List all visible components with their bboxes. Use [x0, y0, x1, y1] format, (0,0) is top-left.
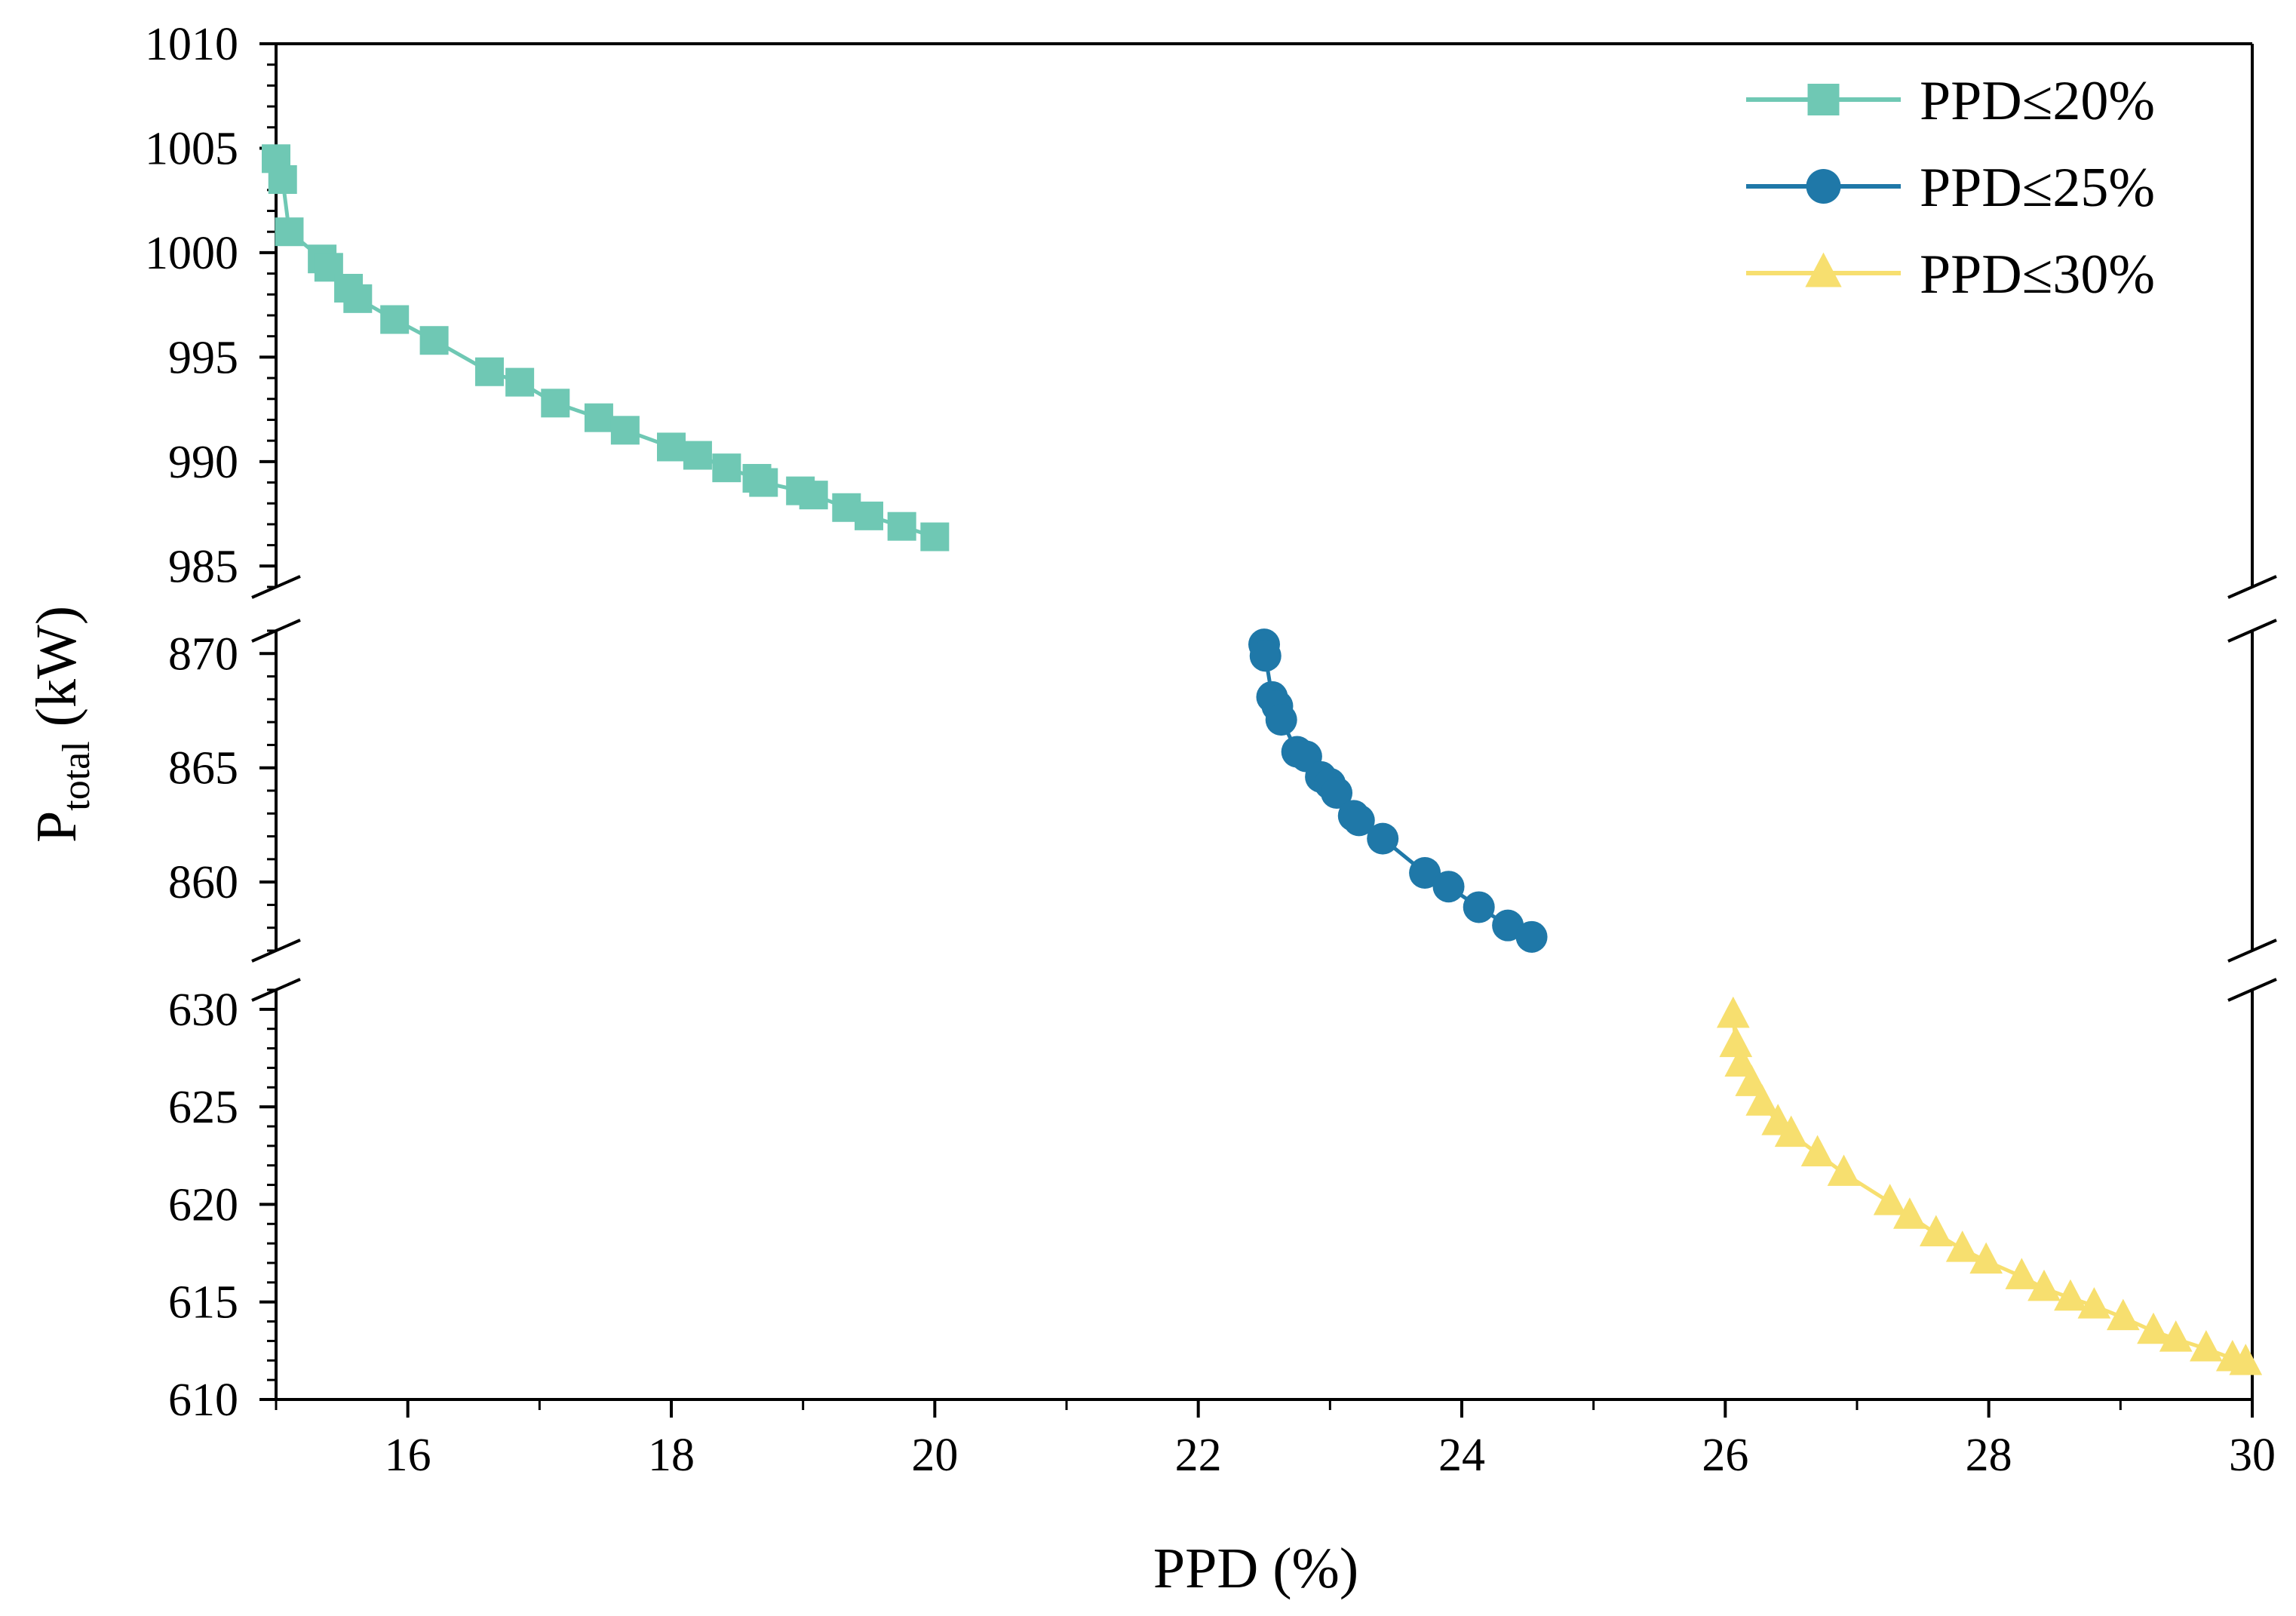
data-point-square — [275, 217, 304, 247]
x-tick-label: 26 — [1702, 1430, 1748, 1481]
data-point-square — [683, 441, 712, 470]
data-point-triangle — [2005, 1258, 2039, 1289]
data-point-circle — [1321, 777, 1353, 810]
y-tick-label: 625 — [168, 1082, 238, 1133]
data-point-triangle — [1873, 1184, 1907, 1215]
data-point-square — [268, 165, 297, 194]
data-point-triangle — [1724, 1045, 1758, 1077]
data-point-triangle — [1800, 1135, 1834, 1166]
data-point-square — [1807, 84, 1840, 115]
data-point-triangle — [1735, 1065, 1769, 1096]
data-point-triangle — [1719, 1025, 1753, 1058]
data-point-triangle — [1745, 1084, 1779, 1116]
data-point-triangle — [1827, 1154, 1861, 1186]
y-tick-label: 1005 — [145, 123, 238, 174]
y-tick-label: 610 — [168, 1375, 238, 1426]
legend-label: PPD≤25% — [1920, 157, 2155, 219]
y-tick-label: 865 — [168, 743, 238, 794]
data-point-square — [584, 403, 613, 432]
data-point-triangle — [1919, 1215, 1953, 1246]
data-point-square — [657, 432, 686, 462]
data-point-square — [474, 357, 504, 386]
data-point-circle — [1343, 804, 1375, 837]
data-point-circle — [1515, 920, 1548, 953]
data-point-triangle — [2027, 1269, 2061, 1301]
y-tick-label: 615 — [168, 1277, 238, 1329]
axis-break-mark — [2227, 575, 2277, 599]
data-point-triangle — [2137, 1312, 2170, 1344]
y-axis-title: Ptotal (kW) — [25, 606, 98, 843]
data-point-triangle — [2077, 1287, 2111, 1319]
data-point-triangle — [1716, 996, 1750, 1028]
x-tick-label: 16 — [385, 1430, 431, 1481]
data-point-square — [343, 284, 373, 313]
y-tick-label: 630 — [168, 985, 238, 1036]
x-tick-label: 28 — [1966, 1430, 2012, 1481]
data-point-circle — [1806, 169, 1841, 204]
data-point-circle — [1265, 704, 1297, 736]
x-tick-label: 18 — [648, 1430, 695, 1481]
data-point-triangle — [2159, 1320, 2193, 1352]
axes-group: 985 990 995 1000 1005 1010 860 865 870 610 615 620 6… — [145, 19, 2277, 1481]
data-point-square — [419, 326, 449, 355]
data-point-square — [541, 389, 570, 418]
data-point-triangle — [1774, 1115, 1808, 1147]
data-point-circle — [1367, 822, 1399, 855]
legend: PPD≤20% PPD≤25% PPD≤30% — [1746, 70, 2155, 306]
data-point-triangle — [2229, 1344, 2263, 1375]
data-point-triangle — [2190, 1330, 2223, 1362]
y-tick-label: 985 — [168, 541, 238, 592]
data-point-triangle — [1945, 1230, 1979, 1262]
legend-label: PPD≤30% — [1920, 244, 2155, 306]
y-tick-label: 1010 — [145, 19, 238, 70]
data-point-circle — [1463, 891, 1495, 923]
data-point-square — [505, 367, 535, 397]
data-point-triangle — [1969, 1242, 2003, 1274]
data-point-square — [855, 501, 883, 530]
y-tick-label: 870 — [168, 628, 238, 680]
data-point-circle — [1409, 857, 1441, 889]
data-point-circle — [1492, 909, 1524, 942]
data-point-triangle — [1893, 1197, 1926, 1229]
y-tick-label: 1000 — [145, 228, 238, 279]
y-tick-label: 995 — [168, 332, 238, 383]
axis-break-mark — [2227, 939, 2277, 963]
axis-break-mark — [2227, 978, 2277, 1002]
data-point-triangle — [2054, 1279, 2087, 1311]
y-tick-label: 990 — [168, 437, 238, 488]
data-point-circle — [1432, 871, 1465, 903]
data-point-square — [799, 481, 828, 510]
series-markers-group — [262, 144, 2263, 1375]
data-point-circle — [1249, 640, 1282, 672]
axis-break-mark — [2227, 619, 2277, 643]
y-axis-title-main: P — [25, 811, 88, 843]
x-tick-label: 22 — [1175, 1430, 1222, 1481]
data-point-square — [887, 512, 916, 541]
x-axis-title: PPD (%) — [1153, 1537, 1358, 1600]
data-point-square — [920, 522, 950, 551]
x-tick-label: 24 — [1438, 1430, 1485, 1481]
x-tick-label: 20 — [911, 1430, 958, 1481]
data-point-square — [712, 453, 741, 483]
y-axis-title-subscript: total — [55, 741, 98, 810]
y-tick-label: 620 — [168, 1179, 238, 1230]
legend-label: PPD≤20% — [1920, 70, 2155, 132]
data-point-triangle — [2106, 1298, 2140, 1331]
data-point-square — [749, 468, 778, 497]
y-tick-label: 860 — [168, 857, 238, 908]
y-axis-title-unit: (kW) — [25, 606, 88, 741]
x-tick-label: 30 — [2229, 1430, 2276, 1481]
data-point-triangle — [1805, 252, 1842, 287]
data-point-square — [610, 416, 640, 445]
data-point-square — [380, 305, 410, 334]
